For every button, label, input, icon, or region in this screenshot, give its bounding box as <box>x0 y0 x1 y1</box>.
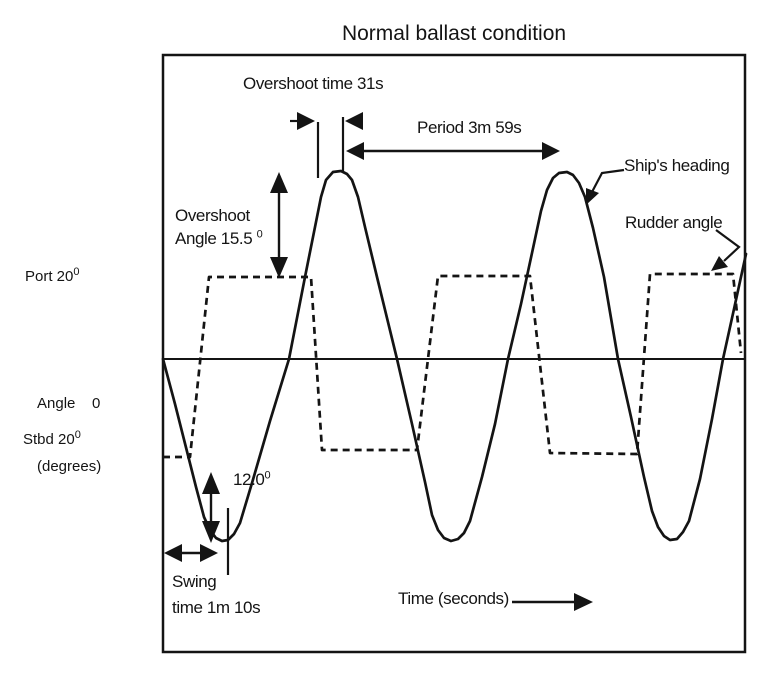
overshoot-angle-line1: Overshoot <box>175 206 250 225</box>
up-arrowhead-icon <box>202 472 220 494</box>
swing-angle-label: 12.00 <box>233 469 271 489</box>
right-arrowhead-icon <box>542 142 560 160</box>
ships-heading-curve <box>161 169 748 543</box>
period-arrow <box>346 142 560 160</box>
overshoot-time-marker <box>290 112 363 178</box>
overshoot-angle-label: Overshoot Angle 15.5 0 <box>175 204 263 250</box>
ships-heading-pointer <box>586 168 625 205</box>
right-arrowhead-icon <box>297 112 315 130</box>
time-axis-label: Time (seconds) <box>398 589 509 608</box>
swing-angle-arrow <box>202 472 220 543</box>
rudder-angle-curve <box>163 272 743 459</box>
overshoot-angle-arrow <box>270 172 288 278</box>
degree-superscript: 0 <box>74 429 81 441</box>
right-arrowhead-icon <box>200 544 218 562</box>
overshoot-time-label: Overshoot time 31s <box>243 74 384 93</box>
degree-superscript: 0 <box>264 469 271 482</box>
pointer-arrowhead-icon <box>586 188 599 205</box>
zero-axis-label: Angle 0 (degrees) <box>37 395 102 475</box>
down-arrowhead-icon <box>270 257 288 278</box>
period-label: Period 3m 59s <box>417 118 522 137</box>
swing-time-marker <box>164 508 230 575</box>
pointer-shaft <box>591 168 625 193</box>
swing-time-label: Swing time 1m 10s <box>172 572 261 617</box>
time-axis-arrow <box>512 593 593 611</box>
degree-superscript: 0 <box>256 228 263 241</box>
chart-title: Normal ballast condition <box>341 22 567 45</box>
plot-border <box>161 53 747 654</box>
up-arrowhead-icon <box>270 172 288 193</box>
rudder-angle-pointer <box>711 229 741 271</box>
pointer-arrowhead-icon <box>711 256 728 271</box>
down-arrowhead-icon <box>202 521 220 543</box>
overshoot-angle-line2: Angle 15.5 0 <box>175 228 263 248</box>
left-arrowhead-icon <box>346 142 364 160</box>
right-arrowhead-icon <box>574 593 593 611</box>
rudder-angle-label: Rudder angle <box>625 213 723 232</box>
left-arrowhead-icon <box>164 544 182 562</box>
port-axis-label: Port 200 <box>25 266 80 286</box>
degree-superscript: 0 <box>73 266 80 278</box>
left-arrowhead-icon <box>345 112 363 130</box>
ships-heading-label: Ship's heading <box>624 156 730 175</box>
pointer-shaft <box>715 229 741 262</box>
stbd-axis-label: Stbd 200 <box>23 429 81 449</box>
